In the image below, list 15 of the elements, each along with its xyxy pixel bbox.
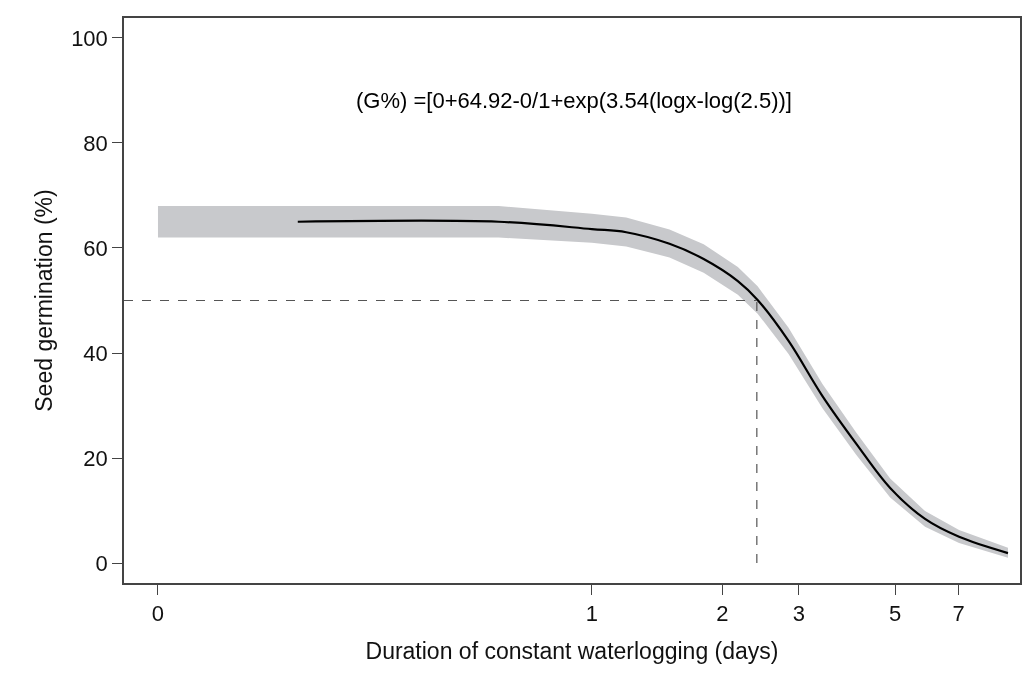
x-tick-label: 7 [952,601,965,627]
y-tick-label: 0 [95,550,108,576]
y-axis-title: Seed germination (%) [31,189,58,412]
y-tick-label: 60 [83,235,108,261]
x-tick-label: 0 [151,601,165,627]
annotation: (G%) =[0+64.92-0/1+exp(3.54(logx-log(2.5))] [356,88,792,113]
x-tick-label: 5 [889,601,902,627]
x-tick-label: 1 [585,601,598,627]
x-axis-title: Duration of constant waterlogging (days) [365,638,779,665]
x-tick-label: 3 [792,601,805,627]
y-tick-label: 20 [83,445,108,471]
y-tick-label: 100 [71,25,108,51]
x-tick-label: 2 [716,601,729,627]
y-tick-label: 80 [83,130,108,156]
y-tick-label: 40 [83,340,108,366]
